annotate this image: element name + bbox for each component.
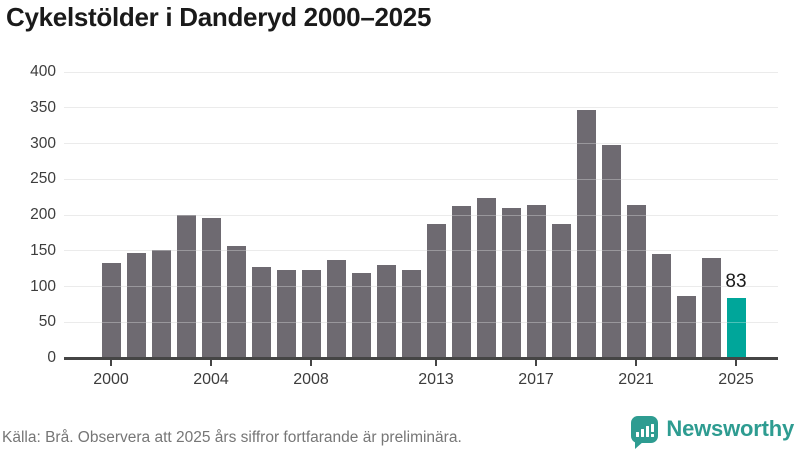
gridline-350 [64, 107, 778, 109]
bar-2010 [351, 272, 371, 357]
bar-2022 [651, 254, 671, 357]
x-tick-2008 [310, 360, 312, 366]
x-tick-2017 [535, 360, 537, 366]
bar-2018 [551, 224, 571, 357]
x-tick-2000 [110, 360, 112, 366]
newsworthy-logo-icon [631, 415, 659, 449]
x-axis-label-2013: 2013 [418, 371, 454, 388]
gridline-300 [64, 143, 778, 144]
bar-2014 [451, 206, 471, 357]
logo-mini-bar-icon [645, 425, 649, 437]
speech-bubble-tail-icon [635, 440, 645, 449]
gridline-overlay-300 [64, 143, 778, 144]
y-axis-label-50: 50 [38, 313, 56, 331]
bar-2016 [501, 208, 521, 357]
bar-2004 [201, 218, 221, 357]
y-axis-label-300: 300 [30, 134, 56, 152]
chart-title: Cykelstölder i Danderyd 2000–2025 [6, 2, 432, 32]
y-axis-label-0: 0 [47, 349, 56, 366]
logo-mini-bar-icon [635, 431, 639, 437]
logo-mini-bar-icon [640, 428, 644, 437]
gridline-overlay-100 [64, 286, 778, 287]
source-note: Källa: Brå. Observera att 2025 års siffr… [2, 429, 462, 446]
bar-2007 [276, 270, 296, 357]
y-axis-label-100: 100 [30, 277, 56, 295]
y-axis-label-150: 150 [30, 241, 56, 259]
bar-2015 [476, 198, 496, 357]
bar-2017 [526, 205, 546, 357]
gridline-250 [64, 178, 778, 180]
highlight-value-label: 83 [725, 270, 747, 292]
x-tick-2013 [435, 360, 437, 366]
y-axis-label-250: 250 [30, 170, 56, 188]
x-axis-line [64, 357, 778, 360]
x-axis-label-2008: 2008 [293, 371, 329, 388]
x-tick-2025 [735, 360, 737, 366]
x-axis-label-2000: 2000 [93, 371, 129, 388]
bar-2006 [251, 266, 271, 357]
gridline-overlay-200 [64, 214, 778, 216]
gridline-overlay-150 [64, 250, 778, 252]
bar-2013 [426, 224, 446, 357]
bar-2020 [601, 144, 621, 357]
exclamation-icon [650, 423, 654, 437]
bar-2021 [626, 204, 646, 357]
x-axis-label-2021: 2021 [618, 371, 654, 388]
bar-2011 [376, 265, 396, 357]
gridline-overlay-400 [64, 71, 778, 73]
x-axis-label-2004: 2004 [193, 371, 229, 388]
bar-2002 [151, 249, 171, 357]
gridline-150 [64, 250, 778, 252]
gridline-50 [64, 321, 778, 323]
x-axis-label-2017: 2017 [518, 371, 554, 388]
y-axis-label-350: 350 [30, 98, 56, 116]
gridline-200 [64, 214, 778, 216]
gridline-400 [64, 71, 778, 73]
x-tick-2021 [635, 360, 637, 366]
bar-2005 [226, 246, 246, 357]
x-tick-2004 [210, 360, 212, 366]
bar-2001 [126, 253, 146, 357]
x-axis-label-2025: 2025 [718, 371, 754, 388]
gridline-overlay-250 [64, 178, 778, 180]
bar-2024 [701, 258, 721, 357]
bar-2008 [301, 269, 321, 357]
gridline-overlay-350 [64, 107, 778, 109]
y-axis-label-200: 200 [30, 206, 56, 223]
bar-2009 [326, 259, 346, 357]
bar-2025 [726, 297, 746, 357]
newsworthy-logo: Newsworthy [631, 412, 794, 449]
bar-2000 [101, 262, 121, 357]
bar-2019 [576, 110, 596, 357]
bar-2012 [401, 269, 421, 357]
newsworthy-logo-text: Newsworthy [666, 416, 794, 441]
gridline-100 [64, 286, 778, 287]
gridline-overlay-50 [64, 321, 778, 323]
y-axis-label-400: 400 [30, 63, 56, 80]
bar-2003 [176, 214, 196, 357]
bar-2023 [676, 296, 696, 357]
